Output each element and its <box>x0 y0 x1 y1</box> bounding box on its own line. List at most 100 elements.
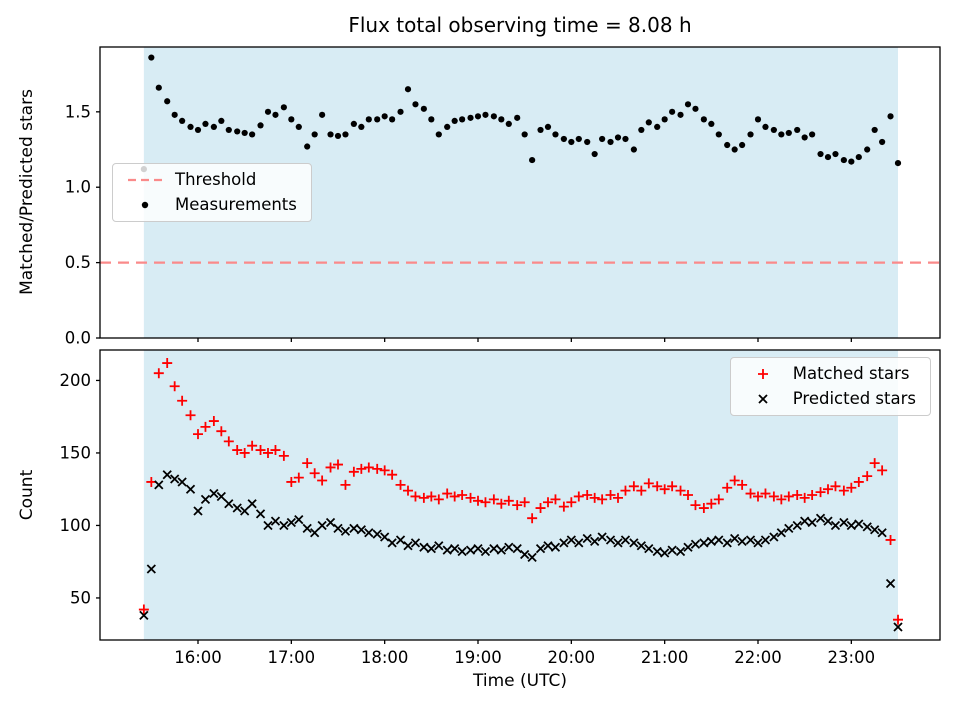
matched-star-point <box>387 469 398 480</box>
predicted-star-point <box>403 541 413 551</box>
matched-star-point <box>426 491 437 502</box>
predicted-star-point <box>660 548 670 558</box>
measurement-point <box>708 120 715 127</box>
x-tick-label: 23:00 <box>828 648 876 667</box>
top-y-axis-label: Matched/Predicted stars <box>17 89 37 295</box>
predicted-star-point <box>893 622 903 632</box>
matched-star-point <box>278 450 289 461</box>
matched-star-point <box>535 503 546 514</box>
measurement-point <box>591 150 598 158</box>
measurement-point <box>684 101 692 108</box>
measurement-point <box>444 123 451 131</box>
predicted-star-point <box>753 538 763 548</box>
measurement-point <box>887 113 894 120</box>
predicted-star-point <box>550 542 561 552</box>
matched-star-point <box>496 498 507 509</box>
measurement-point <box>770 126 777 134</box>
matched-star-point <box>815 487 826 498</box>
matched-star-point <box>698 503 709 514</box>
legend-item-matched-stars: Matched stars <box>745 364 916 383</box>
matched-star-point <box>293 472 304 483</box>
dot-marker-icon <box>141 201 149 208</box>
predicted-star-point <box>200 494 211 504</box>
measurement-point <box>389 116 396 123</box>
legend-item-threshold: Threshold <box>127 170 297 189</box>
measurement-point <box>809 131 816 138</box>
matched-star-point <box>783 491 794 502</box>
predicted-star-point <box>450 544 460 554</box>
matched-star-point <box>216 426 227 437</box>
matched-star-point <box>286 476 297 487</box>
predicted-star-point <box>760 535 771 545</box>
matched-star-point <box>185 410 196 421</box>
predicted-star-point <box>279 520 289 531</box>
measurement-point <box>420 105 427 112</box>
measurement-point <box>327 131 334 138</box>
matched-star-point <box>737 479 748 490</box>
predicted-star-point <box>590 536 600 547</box>
matched-star-point <box>582 490 593 500</box>
predicted-star-point <box>737 536 747 547</box>
measurement-point <box>560 135 567 143</box>
measurement-point <box>319 111 326 118</box>
predicted-star-point <box>302 523 312 533</box>
matched-star-point <box>232 445 243 456</box>
matched-star-point <box>550 494 561 505</box>
matched-star-point <box>589 492 600 503</box>
measurement-point <box>249 131 256 138</box>
predicted-star-point <box>442 545 452 555</box>
measurement-point <box>342 131 349 138</box>
predicted-star-point <box>162 470 172 480</box>
legend-label-measurements: Measurements <box>175 194 297 214</box>
legend-label-predicted-stars: Predicted stars <box>792 388 916 408</box>
measurement-point <box>164 98 171 105</box>
legend-label-matched-stars: Matched stars <box>792 364 910 383</box>
predicted-star-point <box>862 522 872 532</box>
matched-star-point <box>706 498 717 509</box>
predicted-star-point <box>240 506 250 516</box>
predicted-star-point <box>325 517 336 528</box>
predicted-star-point <box>839 517 849 528</box>
bottom-y-tick-label: 50 <box>70 588 91 607</box>
matched-star-point <box>566 497 577 508</box>
matched-star-point <box>193 429 203 440</box>
measurement-point <box>762 123 769 131</box>
matched-star-point <box>613 492 623 503</box>
measurement-point <box>435 131 442 138</box>
predicted-star-point <box>652 546 662 557</box>
predicted-star-point <box>800 516 810 526</box>
predicted-star-point <box>636 541 646 551</box>
predicted-star-point <box>146 564 156 574</box>
measurement-point <box>202 120 209 127</box>
predicted-star-point <box>154 480 164 490</box>
matched-star-point <box>597 494 608 505</box>
matched-star-point <box>799 492 810 503</box>
predicted-star-point <box>310 528 320 538</box>
measurement-point <box>794 126 801 134</box>
measurement-point <box>778 131 785 138</box>
matched-star-point <box>643 478 654 489</box>
measurement-point <box>334 132 342 140</box>
x-axis-label: Time (UTC) <box>473 671 567 691</box>
matched-star-point <box>760 488 771 499</box>
measurement-point <box>288 116 295 123</box>
matched-star-point <box>838 485 849 496</box>
matched-star-point <box>713 494 724 505</box>
measurement-point <box>234 128 241 135</box>
matched-star-point <box>138 604 149 615</box>
measurement-point <box>864 146 871 153</box>
measurement-point <box>879 138 886 146</box>
x-tick-label: 16:00 <box>174 648 222 667</box>
matched-star-point <box>473 495 483 506</box>
predicted-star-point <box>193 506 203 516</box>
measurement-point <box>505 120 512 127</box>
x-tick-label: 18:00 <box>361 648 409 667</box>
measurement-point <box>724 141 731 149</box>
measurement-point <box>451 117 458 124</box>
predicted-star-point <box>512 544 522 554</box>
measurement-point <box>459 116 466 123</box>
matched-star-point <box>208 416 219 427</box>
legend-label-threshold: Threshold <box>175 170 257 189</box>
x-tick-label: 17:00 <box>268 648 316 667</box>
matched-star-point <box>403 485 413 496</box>
